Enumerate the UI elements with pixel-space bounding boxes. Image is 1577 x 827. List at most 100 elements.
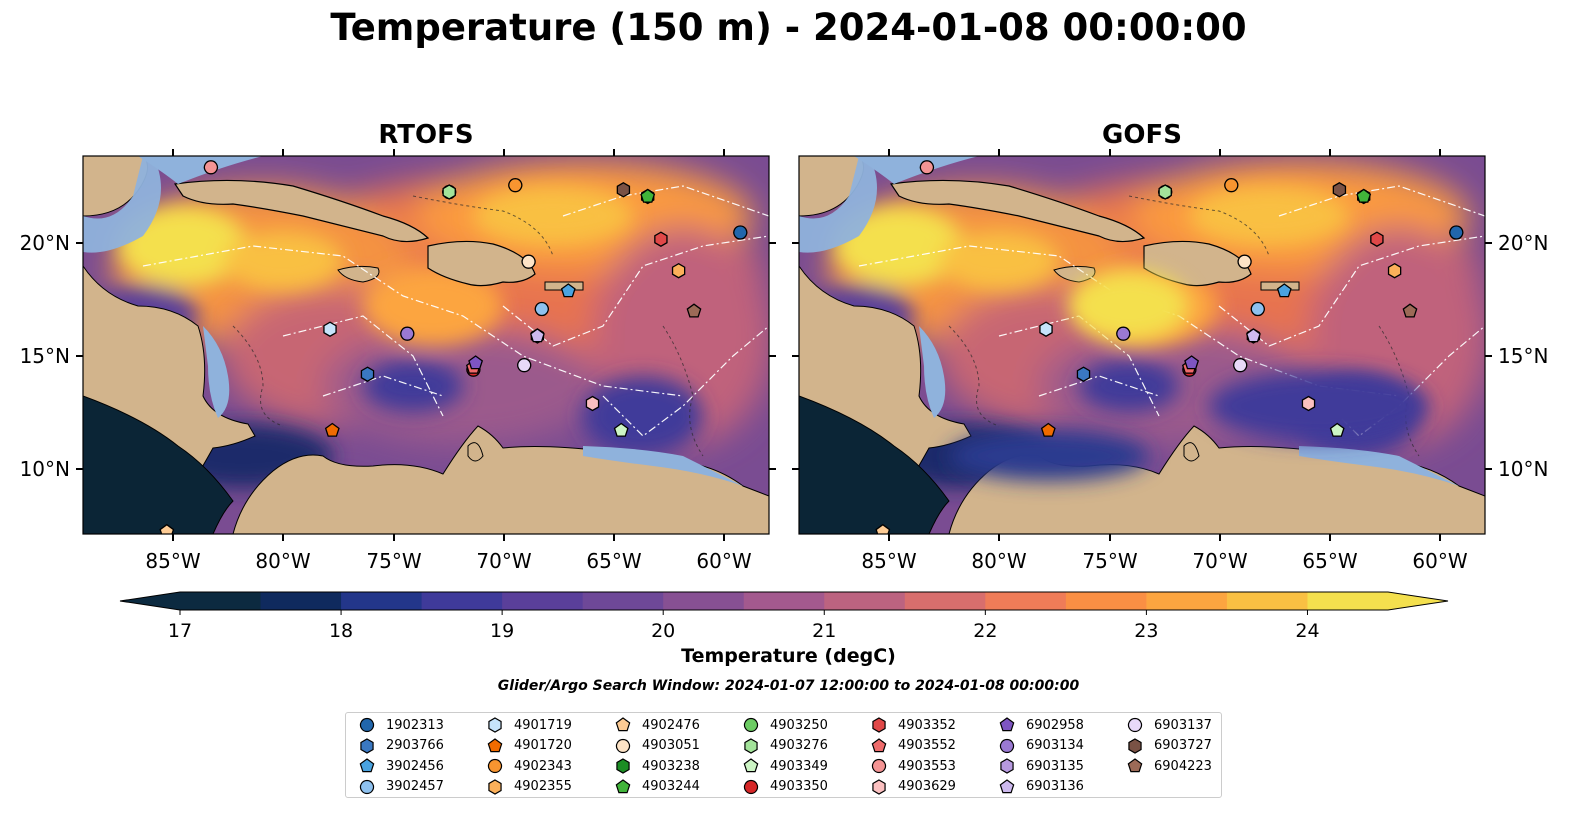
float-marker-4902355 <box>671 263 686 279</box>
legend-label: 6903135 <box>1026 758 1084 774</box>
figure-title: Temperature (150 m) - 2024-01-08 00:00:0… <box>330 6 1247 49</box>
legend-item: 4903250 <box>742 715 828 735</box>
float-marker-3902457 <box>1250 301 1265 317</box>
float-legend: 1902313 2903766 3902456 3902457 4901719 49017… <box>345 712 1222 798</box>
float-marker-4902343 <box>1224 178 1239 193</box>
float-marker-3902457 <box>534 301 549 317</box>
legend-label: 6902958 <box>1026 717 1084 733</box>
circle-marker-icon <box>359 717 375 733</box>
legend-label: 6904223 <box>1154 758 1212 774</box>
colorbar-tick-label: 20 <box>651 620 675 642</box>
hexagon-marker-icon <box>872 778 886 795</box>
circle-marker-icon <box>743 779 759 794</box>
colorbar-label: Temperature (degC) <box>681 645 896 667</box>
float-marker-4903352 <box>1370 231 1384 247</box>
float-marker-6903727 <box>616 182 631 198</box>
legend-label: 6903727 <box>1154 738 1212 753</box>
lon-label: 60°W <box>1412 549 1467 573</box>
legend-item: 6903136 <box>998 777 1084 797</box>
colorbar-bin <box>582 592 664 610</box>
axis-rtofs: 85°W 80°W 75°W 70°W 65°W 60°W 20°N 15°N … <box>20 149 776 573</box>
colorbar-tick-label: 22 <box>973 620 997 642</box>
colorbar-bin <box>743 592 825 610</box>
float-marker-2903766 <box>360 366 375 382</box>
float-marker-4903553 <box>203 160 219 175</box>
legend-item: 4903629 <box>870 777 956 797</box>
float-marker-4902343 <box>508 178 523 193</box>
float-marker-1902313 <box>733 225 748 240</box>
hexagon-marker-icon <box>872 717 886 733</box>
lon-label: 80°W <box>255 549 310 573</box>
legend-item: 4901719 <box>486 715 572 735</box>
legend-label: 3902456 <box>386 758 444 774</box>
legend-item: 4903276 <box>742 736 828 756</box>
panel-title-gofs: GOFS <box>1102 120 1182 150</box>
colorbar-bin <box>904 592 986 610</box>
colorbar-tick-label: 24 <box>1295 620 1319 642</box>
hexagon-marker-icon <box>488 778 502 795</box>
legend-item: 4902355 <box>486 777 572 797</box>
legend-item: 3902456 <box>358 756 444 776</box>
float-marker-4901719 <box>1039 321 1053 337</box>
legend-label: 4902355 <box>514 779 572 794</box>
legend-item: 4903244 <box>614 777 700 797</box>
hexagon-marker-icon <box>744 737 758 754</box>
float-marker-6903727 <box>1332 182 1347 198</box>
float-marker-4903276 <box>1158 184 1172 200</box>
hexagon-marker-icon <box>488 717 502 733</box>
hexagon-marker-icon <box>360 737 374 754</box>
legend-label: 2903766 <box>386 738 444 753</box>
legend-item: 6903727 <box>1126 736 1212 756</box>
legend-item: 1902313 <box>358 715 444 735</box>
legend-label: 4903553 <box>898 758 956 774</box>
search-window-text: Glider/Argo Search Window: 2024-01-07 12… <box>497 678 1080 694</box>
float-marker-4903051 <box>521 254 536 269</box>
colorbar-bin <box>502 592 584 610</box>
legend-item: 2903766 <box>358 736 444 756</box>
pentagon-marker-icon <box>615 778 631 793</box>
legend-label: 4902343 <box>514 758 572 774</box>
pentagon-marker-icon <box>487 737 503 752</box>
legend-label: 4903352 <box>898 717 956 733</box>
colorbar-bins <box>180 592 1389 610</box>
colorbar: 17 18 19 20 21 22 23 24 <box>119 591 1449 642</box>
lon-label: 70°W <box>476 549 531 573</box>
lon-label: 80°W <box>971 549 1026 573</box>
circle-marker-icon <box>615 738 631 753</box>
pentagon-marker-icon <box>999 778 1015 793</box>
pentagon-marker-icon <box>1127 758 1143 773</box>
circle-marker-icon <box>487 758 503 774</box>
circle-marker-icon <box>871 758 887 774</box>
legend-item: 6902958 <box>998 715 1084 735</box>
legend-label: 4903238 <box>642 758 700 774</box>
legend-item: 3902457 <box>358 777 444 797</box>
colorbar-bin <box>985 592 1067 610</box>
legend-label: 4903350 <box>770 779 828 794</box>
lat-label: 20°N <box>1498 231 1548 255</box>
circle-marker-icon <box>999 738 1015 753</box>
colorbar-extend-low <box>120 592 180 610</box>
colorbar-tick-label: 17 <box>168 620 192 642</box>
float-marker-4902355 <box>1387 263 1402 279</box>
lat-label: 15°N <box>20 344 70 368</box>
lat-label: 10°N <box>1498 457 1548 481</box>
legend-item: 4903552 <box>870 736 956 756</box>
legend-label: 6903137 <box>1154 717 1212 733</box>
legend-item: 6903135 <box>998 756 1084 776</box>
float-marker-4903276 <box>442 184 456 200</box>
legend-label: 4902476 <box>642 717 700 733</box>
pentagon-marker-icon <box>359 758 375 773</box>
hexagon-marker-icon <box>1128 737 1142 754</box>
legend-item: 4902343 <box>486 756 572 776</box>
colorbar-bin <box>421 592 503 610</box>
colorbar-bin <box>663 592 745 610</box>
float-marker-4903629 <box>585 395 600 412</box>
colorbar-bin <box>341 592 423 610</box>
float-marker-4903051 <box>1237 254 1252 269</box>
legend-item: 4903352 <box>870 715 956 735</box>
float-marker-1902313 <box>1449 225 1464 240</box>
map-panel-gofs <box>798 155 1486 535</box>
float-marker-6903134 <box>1116 326 1131 341</box>
lon-label: 75°W <box>1082 549 1137 573</box>
legend-label: 4903629 <box>898 779 956 794</box>
